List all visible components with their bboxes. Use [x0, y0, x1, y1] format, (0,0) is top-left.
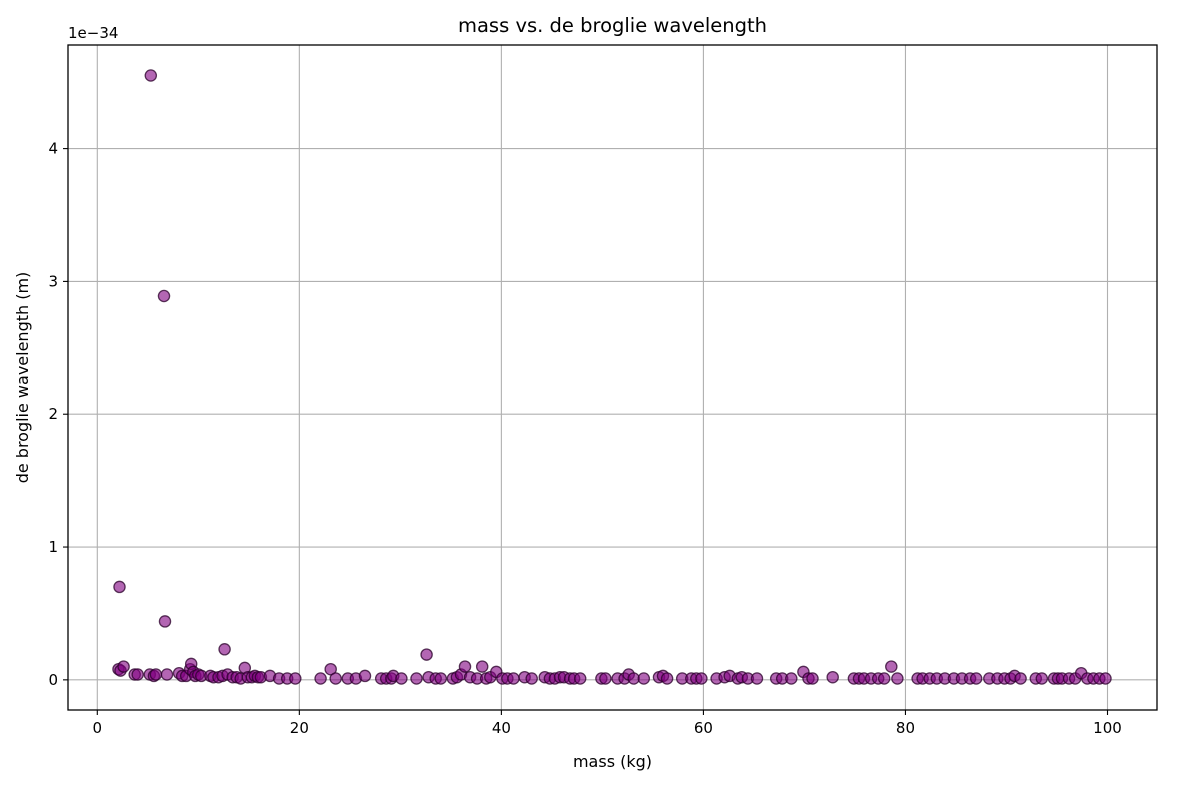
scatter-point	[885, 660, 898, 673]
y-tick-label: 2	[48, 405, 58, 423]
x-tick-label: 100	[1093, 719, 1122, 737]
x-axis-label: mass (kg)	[573, 752, 652, 771]
x-axis-ticks: 0 20 40 60 80 100	[93, 710, 1122, 737]
scatter-point	[637, 672, 651, 685]
scatter-point	[395, 672, 408, 685]
x-tick-label: 80	[896, 719, 915, 737]
scatter-point	[329, 672, 342, 685]
scatter-point	[1099, 672, 1112, 685]
scatter-point	[314, 672, 327, 685]
scatter-point	[826, 670, 839, 684]
scatter-point	[750, 672, 764, 685]
scatter-point	[144, 69, 158, 82]
scatter-point	[131, 668, 144, 681]
chart-title: mass vs. de broglie wavelength	[458, 14, 767, 37]
y-tick-label: 1	[48, 538, 58, 556]
y-tick-label: 4	[48, 140, 58, 158]
scatter-point	[891, 672, 904, 685]
y-tick-label: 0	[48, 671, 58, 689]
scatter-point	[117, 660, 130, 673]
x-tick-label: 0	[93, 719, 103, 737]
scatter-point	[599, 672, 612, 685]
scatter-point	[434, 672, 448, 685]
scatter-point	[573, 672, 587, 685]
scatter-point	[969, 672, 983, 685]
scatter-point	[113, 580, 126, 594]
data-points	[112, 69, 1112, 685]
scatter-point	[149, 668, 163, 681]
scatter-point	[1014, 672, 1027, 685]
y-axis-label: de broglie wavelength (m)	[13, 272, 32, 484]
scatter-point	[475, 660, 489, 673]
scatter-point	[695, 672, 708, 685]
scatter-point	[218, 643, 231, 656]
scatter-point	[458, 660, 472, 673]
scatter-point	[358, 669, 372, 683]
x-tick-label: 40	[492, 719, 511, 737]
scatter-point	[806, 672, 819, 685]
x-tick-label: 60	[694, 719, 713, 737]
scatter-point	[507, 672, 520, 685]
y-axis-ticks: 0 1 2 3 4	[48, 140, 68, 689]
scatter-point	[1035, 672, 1049, 685]
scatter-point	[289, 672, 302, 685]
scatter-point	[877, 672, 891, 685]
scatter-point	[157, 289, 171, 303]
scatter-point	[660, 672, 674, 685]
x-tick-label: 20	[290, 719, 309, 737]
y-tick-label: 3	[48, 272, 58, 290]
y-axis-offset-label: 1e−34	[68, 24, 118, 42]
plot-frame	[67, 44, 1158, 711]
plot-area	[68, 45, 1157, 710]
scatter-point	[420, 648, 433, 661]
scatter-point	[410, 672, 423, 685]
scatter-point	[158, 615, 172, 628]
scatter-point	[525, 672, 538, 685]
scatter-point	[785, 672, 798, 685]
scatter-point	[160, 668, 174, 681]
